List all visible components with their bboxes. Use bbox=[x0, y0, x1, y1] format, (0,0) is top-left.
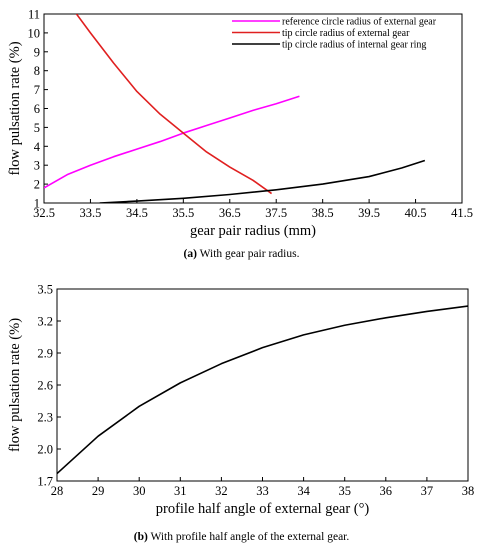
x-tick-label: 40.5 bbox=[405, 206, 427, 220]
legend-entry: tip circle radius of external gear bbox=[282, 28, 410, 39]
y-tick-label: 2.3 bbox=[37, 411, 53, 425]
x-tick-label: 33.5 bbox=[80, 206, 102, 220]
y-axis-label: flow pulsation rate (%) bbox=[7, 318, 23, 452]
x-tick-label: 34 bbox=[297, 484, 310, 498]
x-tick-label: 32 bbox=[215, 484, 228, 498]
y-tick-label: 7 bbox=[34, 83, 40, 97]
caption-a-text: With gear pair radius. bbox=[196, 248, 300, 260]
x-tick-label: 37.5 bbox=[265, 206, 287, 220]
y-tick-label: 1.7 bbox=[37, 475, 53, 489]
y-tick-label: 8 bbox=[34, 64, 40, 78]
x-tick-label: 38.5 bbox=[312, 206, 334, 220]
y-tick-label: 10 bbox=[28, 26, 41, 40]
y-tick-label: 5 bbox=[34, 121, 40, 135]
x-tick-label: 32.5 bbox=[33, 206, 55, 220]
series-line-tip-circle-radius-of-external-gear bbox=[75, 14, 273, 195]
y-tick-label: 2.0 bbox=[37, 443, 53, 457]
x-tick-label: 38 bbox=[462, 484, 475, 498]
x-axis-label: gear pair radius (mm) bbox=[190, 223, 316, 239]
x-tick-label: 31 bbox=[174, 484, 187, 498]
x-axis-label: profile half angle of external gear (°) bbox=[156, 501, 370, 517]
series-line bbox=[57, 305, 468, 475]
x-tick-label: 28 bbox=[51, 484, 64, 498]
legend-entry: tip circle radius of internal gear ring bbox=[282, 40, 426, 51]
plot-frame bbox=[56, 288, 469, 482]
x-tick-label: 35 bbox=[338, 484, 351, 498]
y-tick-label: 3.5 bbox=[37, 283, 53, 297]
chart-a: 32.5 33.5 34.5 35.5 36.5 37.5 38.5 39.5 40.5 41.5… bbox=[7, 8, 473, 240]
caption-b: (b) With profile half angle of the exter… bbox=[0, 531, 483, 543]
y-axis-label: flow pulsation rate (%) bbox=[7, 41, 23, 175]
x-tick-label: 29 bbox=[92, 484, 105, 498]
y-tick-label: 6 bbox=[34, 102, 40, 116]
x-tick-label: 34.5 bbox=[126, 206, 148, 220]
series-line-reference-circle-radius-of-external-gear bbox=[44, 95, 300, 189]
legend-entry: reference circle radius of external gear bbox=[282, 17, 437, 28]
caption-a: (a) With gear pair radius. bbox=[0, 248, 483, 260]
x-tick-label: 30 bbox=[133, 484, 146, 498]
x-tick-label: 36.5 bbox=[219, 206, 241, 220]
caption-b-text: With profile half angle of the external … bbox=[147, 531, 350, 543]
series-line-tip-circle-radius-of-internal-gear-ring bbox=[99, 159, 426, 203]
y-tick-label: 4 bbox=[34, 140, 41, 154]
x-tick-label: 39.5 bbox=[358, 206, 380, 220]
y-tick-label: 2.6 bbox=[37, 379, 53, 393]
x-tick-label: 35.5 bbox=[172, 206, 194, 220]
y-tick-label: 3.2 bbox=[37, 315, 53, 329]
y-tick-label: 3 bbox=[34, 159, 40, 173]
y-tick-label: 9 bbox=[34, 45, 40, 59]
chart-b: 28 29 30 31 32 33 34 35 36 37 38 1.7 2.0 2.3 2.6 2.9 3.2… bbox=[7, 283, 474, 518]
x-tick-label: 33 bbox=[256, 484, 269, 498]
y-tick-label: 2.9 bbox=[37, 347, 53, 361]
x-tick-label: 36 bbox=[380, 484, 393, 498]
y-tick-label: 2 bbox=[34, 178, 40, 192]
y-tick-label: 1 bbox=[34, 197, 40, 211]
y-tick-label: 11 bbox=[28, 8, 40, 22]
x-tick-label: 41.5 bbox=[451, 206, 473, 220]
caption-a-label: (a) bbox=[183, 248, 197, 260]
caption-b-label: (b) bbox=[133, 531, 148, 543]
x-tick-label: 37 bbox=[421, 484, 434, 498]
